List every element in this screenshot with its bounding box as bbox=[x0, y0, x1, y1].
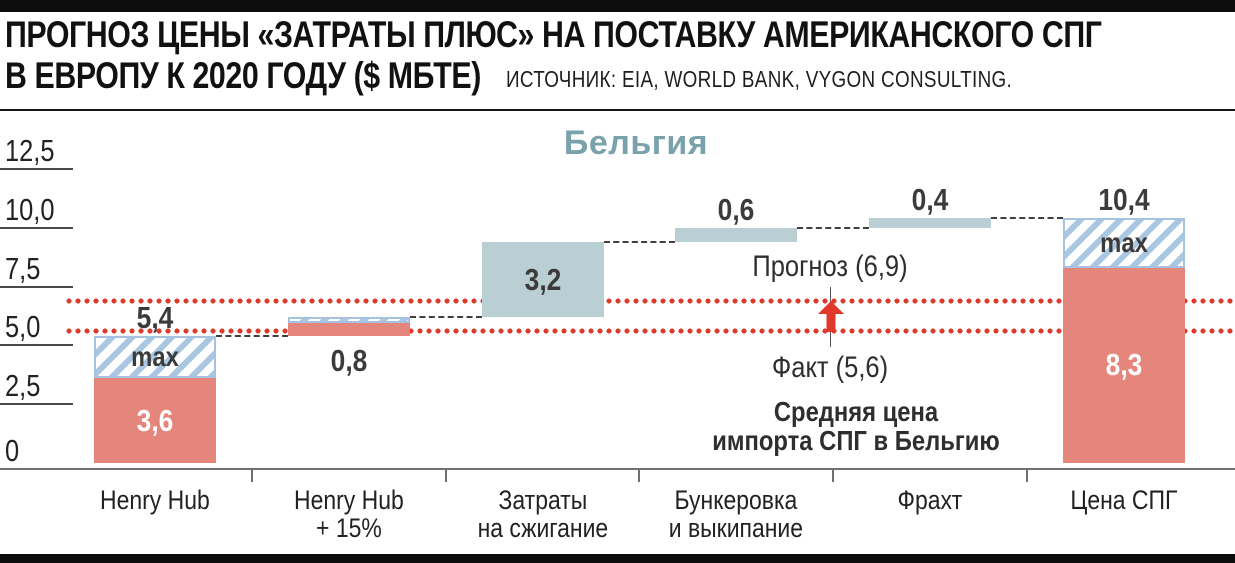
x-category-label-line: Henry Hub bbox=[293, 485, 404, 515]
x-category-label-line: Henry Hub bbox=[100, 485, 210, 515]
y-tick-line bbox=[0, 344, 73, 347]
source-credit: ИСТОЧНИК: EIA, WORLD BANK, VYGON CONSULT… bbox=[506, 66, 1013, 92]
reference-dotted-line bbox=[66, 328, 1235, 335]
x-axis-line bbox=[0, 468, 1235, 470]
waterfall-connector bbox=[216, 334, 288, 337]
waterfall-connector bbox=[603, 240, 676, 243]
x-category-label: Henry Hub + 15% bbox=[266, 486, 431, 542]
top-black-bar bbox=[0, 0, 1235, 12]
title-line-1: ПРОГНОЗ ЦЕНЫ «ЗАТРАТЫ ПЛЮС» НА ПОСТАВКУ … bbox=[5, 14, 1102, 55]
x-category-label-line: Фрахт bbox=[897, 485, 963, 515]
bar-segment-red bbox=[287, 323, 410, 336]
x-category-label: Бункеровка и выкипание bbox=[654, 486, 819, 542]
x-axis-tick bbox=[250, 470, 253, 482]
y-tick-line bbox=[0, 226, 73, 229]
bottom-black-bar bbox=[0, 554, 1235, 563]
x-category-label-line: Затраты bbox=[498, 485, 587, 515]
bar-total-label: 5,4 bbox=[136, 299, 174, 335]
x-category-label: Затраты на сжигание bbox=[460, 486, 625, 542]
header-divider bbox=[0, 109, 1235, 111]
x-axis-tick bbox=[1026, 470, 1028, 482]
bar-segment-blue bbox=[481, 241, 604, 318]
y-tick-line bbox=[0, 285, 73, 288]
bar-segment-red bbox=[1063, 267, 1185, 463]
reference-dotted-line bbox=[66, 297, 1235, 304]
bar-segment-value: 8,3 bbox=[1105, 347, 1143, 383]
y-tick-line bbox=[0, 168, 73, 170]
x-category-label-line: на сжигание bbox=[477, 513, 608, 543]
bar-segment-blue bbox=[869, 218, 992, 228]
bar-total-label: 0,6 bbox=[718, 191, 755, 227]
bar-segment-hatch bbox=[1063, 218, 1185, 268]
x-axis-tick bbox=[444, 470, 447, 482]
x-category-label-line: + 15% bbox=[315, 513, 382, 543]
x-category-label: Цена СПГ bbox=[1042, 486, 1207, 514]
y-tick-label: 7,5 bbox=[5, 250, 41, 286]
y-tick-label: 10,0 bbox=[5, 191, 55, 227]
bar-segment-red bbox=[94, 378, 216, 463]
x-axis-tick bbox=[832, 470, 835, 482]
y-tick-line bbox=[0, 403, 73, 406]
page-title: ПРОГНОЗ ЦЕНЫ «ЗАТРАТЫ ПЛЮС» НА ПОСТАВКУ … bbox=[5, 14, 1153, 96]
bar-total-label: 3,2 bbox=[524, 261, 561, 297]
y-tick-label: 5,0 bbox=[5, 309, 41, 345]
title-line-2: В ЕВРОПУ К 2020 ГОДУ ($ МБТЕ) bbox=[5, 55, 481, 96]
up-arrow-icon bbox=[818, 301, 844, 332]
fact-annotation: Факт (5,6) bbox=[771, 351, 889, 384]
x-axis-tick bbox=[638, 470, 641, 482]
bar-segment-value: max bbox=[1100, 226, 1148, 258]
chart-note: Средняя цена импорта СПГ в Бельгию bbox=[686, 397, 1026, 455]
forecast-annotation: Прогноз (6,9) bbox=[752, 250, 908, 283]
y-tick-label: 12,5 bbox=[5, 133, 55, 168]
chart-subtitle: Бельгия bbox=[563, 124, 709, 162]
bar-segment-value: 3,6 bbox=[136, 402, 174, 438]
note-line-2: импорта СПГ в Бельгию bbox=[712, 425, 1000, 456]
x-category-label-line: и выкипание bbox=[669, 513, 804, 543]
x-category-label: Фрахт bbox=[848, 486, 1013, 514]
note-line-1: Средняя цена bbox=[773, 396, 939, 427]
bar-total-label: 0,4 bbox=[911, 182, 949, 218]
waterfall-connector bbox=[991, 217, 1063, 220]
bar-segment-blue bbox=[675, 227, 798, 242]
waterfall-connector bbox=[409, 316, 482, 319]
bar-total-label: 0,8 bbox=[330, 342, 368, 378]
x-category-label-line: Цена СПГ bbox=[1070, 485, 1178, 515]
bar-segment-hatch bbox=[94, 335, 216, 379]
bar-total-label: 10,4 bbox=[1098, 182, 1150, 218]
x-category-label: Henry Hub bbox=[73, 486, 238, 514]
y-tick-label: 2,5 bbox=[5, 368, 41, 404]
bar-segment-value: max bbox=[131, 340, 179, 372]
bar-segment-hatch bbox=[287, 317, 410, 324]
waterfall-connector bbox=[797, 226, 870, 229]
x-category-label-line: Бункеровка bbox=[674, 485, 798, 515]
y-tick-label: 0 bbox=[5, 433, 20, 468]
